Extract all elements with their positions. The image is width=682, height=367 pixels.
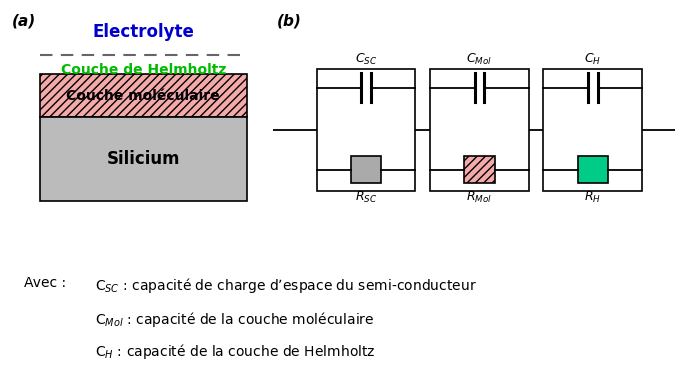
Text: C$_{Mol}$ : capacité de la couche moléculaire: C$_{Mol}$ : capacité de la couche molécu… [95, 309, 374, 328]
Bar [351, 156, 381, 183]
Text: C$_{SC}$ : capacité de charge d’espace du semi-conducteur: C$_{SC}$ : capacité de charge d’espace d… [95, 276, 477, 295]
Text: Avec :: Avec : [24, 276, 66, 290]
Text: $R_{Mol}$: $R_{Mol}$ [466, 190, 492, 205]
Text: $C_{Mol}$: $C_{Mol}$ [466, 51, 492, 66]
Text: (a): (a) [12, 14, 37, 29]
Bar [544, 69, 642, 191]
Text: (b): (b) [276, 14, 301, 29]
Text: Electrolyte: Electrolyte [92, 23, 194, 41]
Bar [40, 117, 247, 201]
Text: Silicium: Silicium [106, 150, 180, 168]
Text: $R_{H}$: $R_{H}$ [584, 190, 602, 205]
Text: $C_{SC}$: $C_{SC}$ [355, 51, 377, 66]
Text: C$_{H}$ : capacité de la couche de Helmholtz: C$_{H}$ : capacité de la couche de Helmh… [95, 342, 375, 361]
Text: Couche de Helmholtz: Couche de Helmholtz [61, 63, 226, 77]
Bar [464, 156, 495, 183]
Bar [40, 75, 247, 117]
Text: $C_{H}$: $C_{H}$ [584, 51, 602, 66]
Bar [578, 156, 608, 183]
Bar [430, 69, 529, 191]
Text: $R_{SC}$: $R_{SC}$ [355, 190, 377, 205]
Bar [316, 69, 415, 191]
Text: Couche moléculaire: Couche moléculaire [66, 88, 220, 102]
